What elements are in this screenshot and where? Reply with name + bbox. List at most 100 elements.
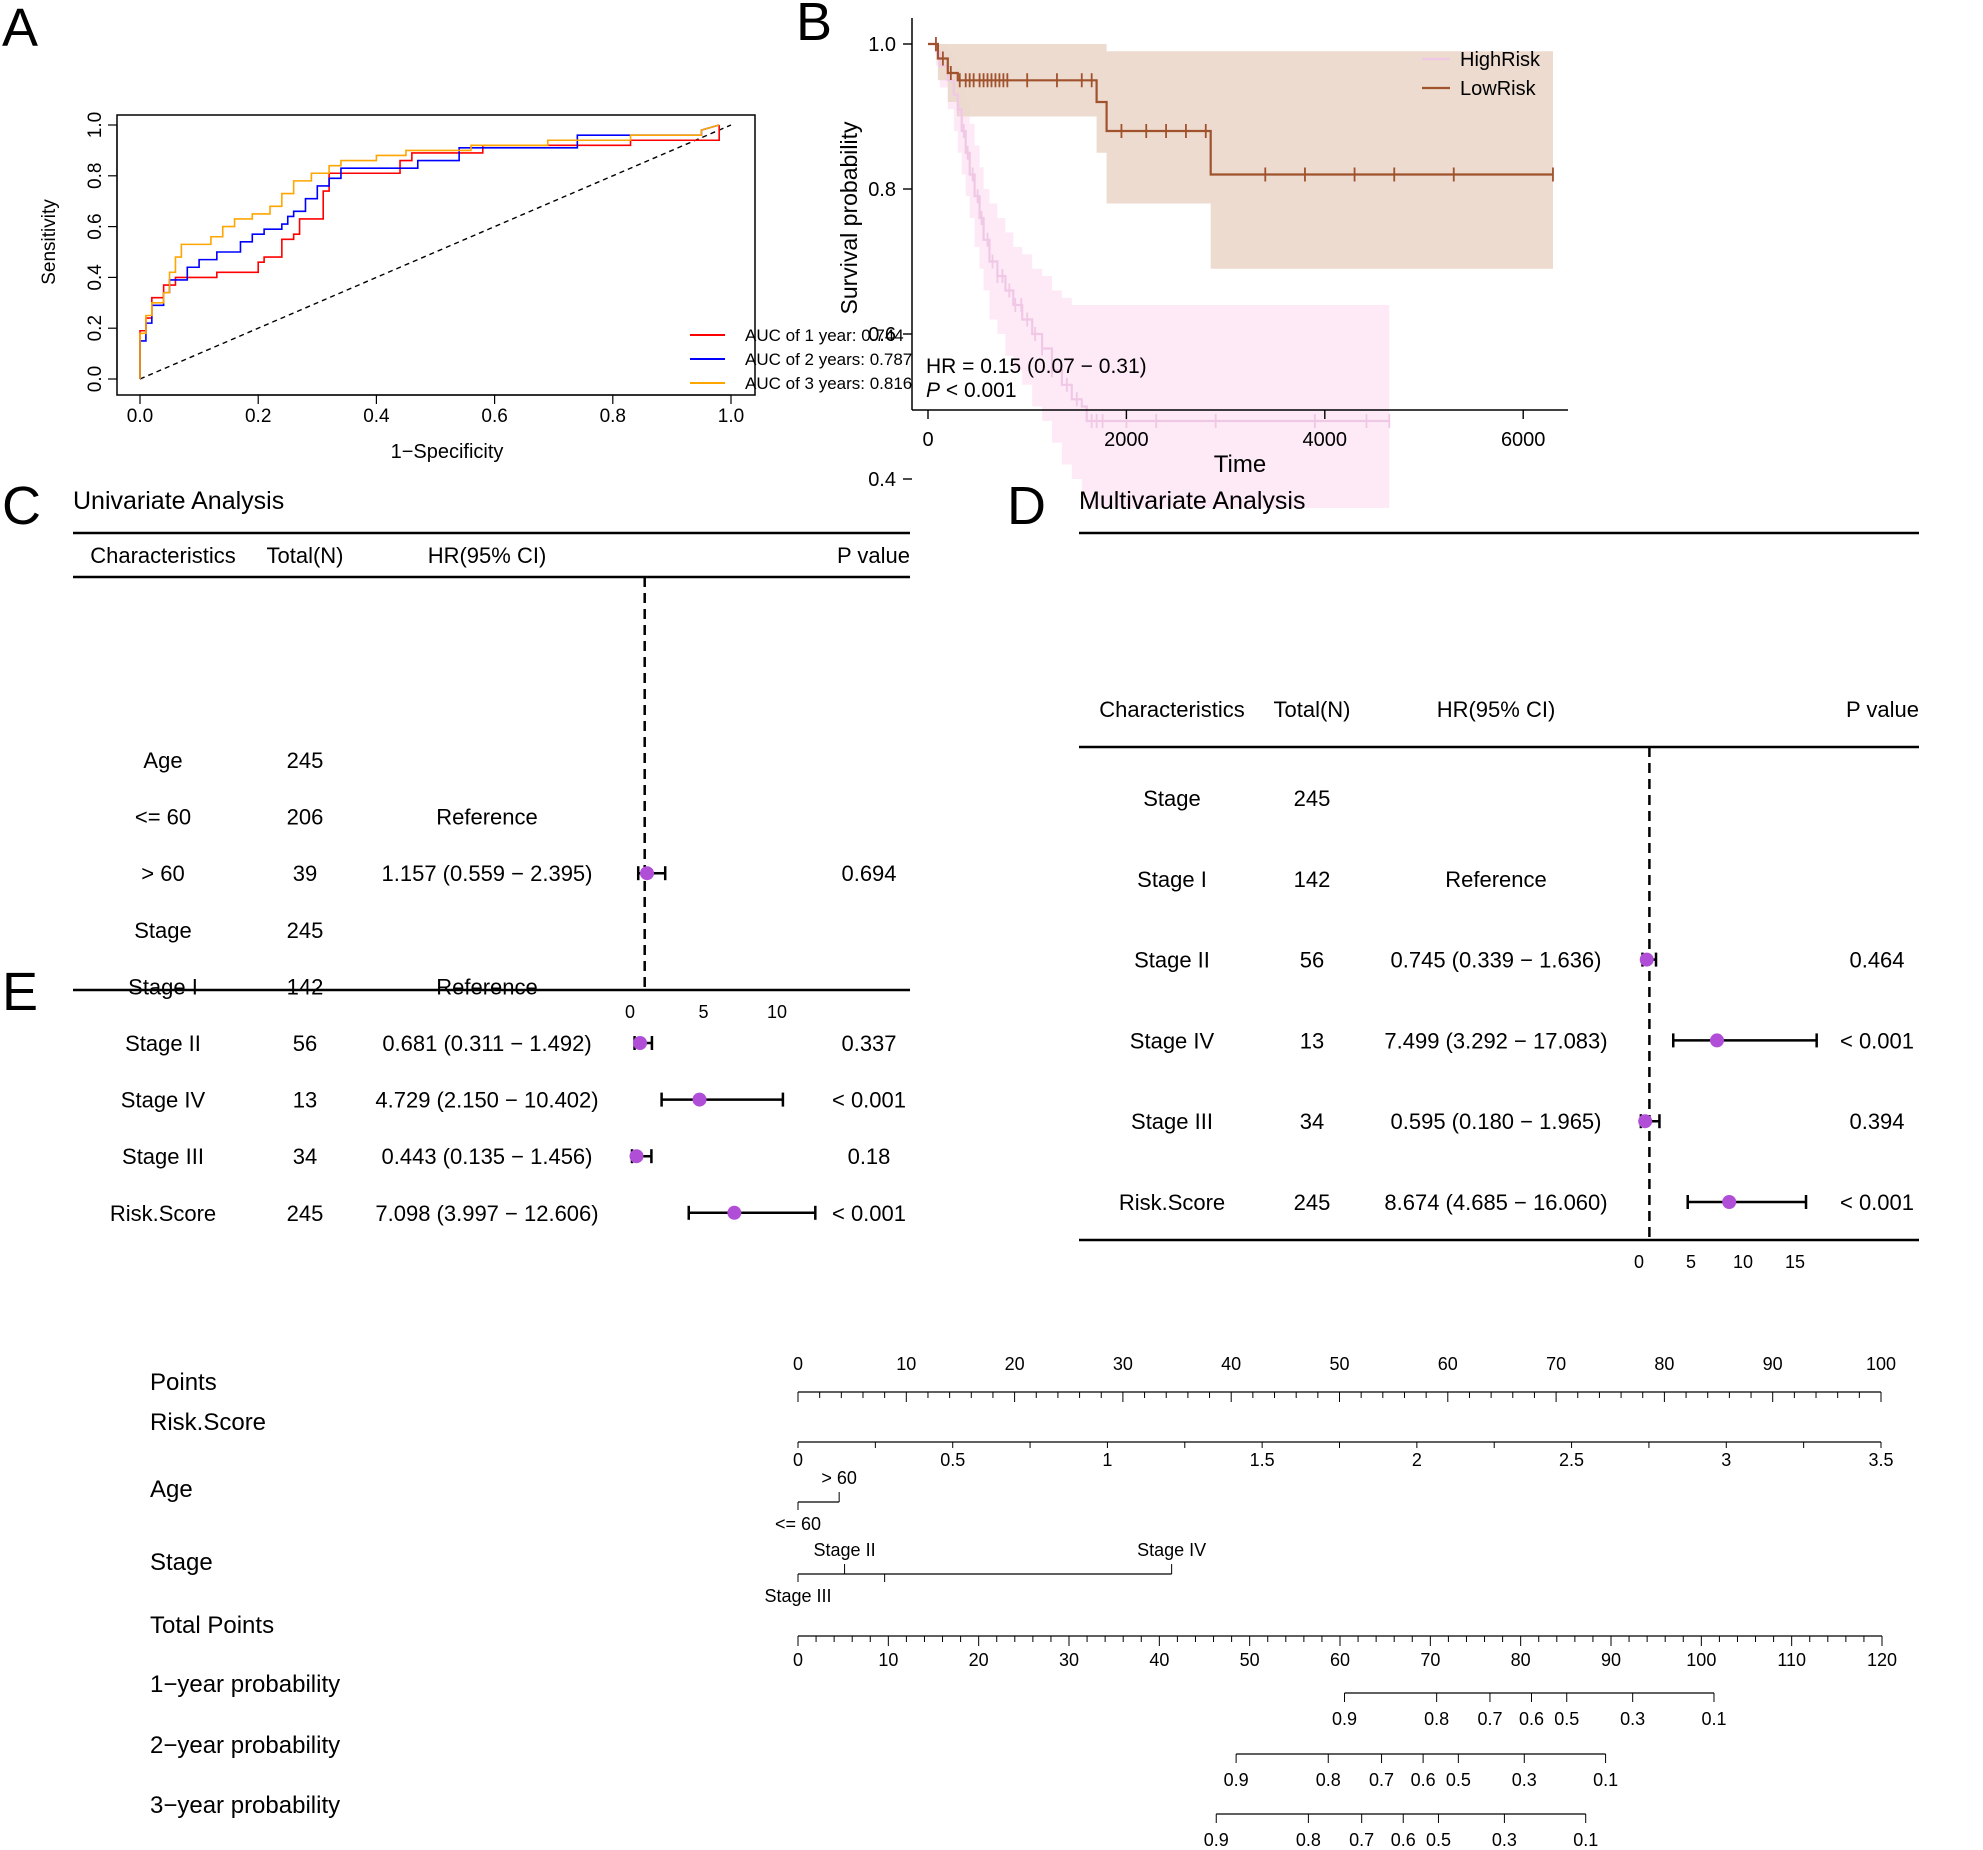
forest-row-total: 245 — [287, 1201, 324, 1226]
forest-row-total: 39 — [293, 861, 317, 886]
nomogram-level-label: > 60 — [821, 1468, 857, 1488]
forest-row-total: 13 — [1300, 1028, 1324, 1053]
forest-row-total: 245 — [1294, 786, 1331, 811]
forest-point — [640, 866, 655, 881]
km-panel: B 0 2000 4000 6000 0.4 0.6 0.8 1.0 Time Surviv… — [796, 0, 1568, 508]
nomogram-prob-tick-label: 0.3 — [1620, 1709, 1645, 1729]
forest-row-total: 34 — [293, 1144, 317, 1169]
nomogram-points-tick-label: 50 — [1329, 1354, 1349, 1374]
nomogram-riskscore-tick-label: 1 — [1102, 1450, 1112, 1470]
forest-row-p: 0.18 — [848, 1144, 891, 1169]
nomogram-prob-tick-label: 0.7 — [1349, 1830, 1374, 1850]
forest-row-p: 0.464 — [1849, 948, 1904, 973]
forest-header-3: P value — [1846, 697, 1919, 722]
forest-row-name: Stage IV — [121, 1088, 206, 1113]
forest-point — [1638, 1114, 1653, 1129]
nomogram-points-tick-label: 30 — [1113, 1354, 1133, 1374]
roc-curve-2 — [139, 124, 720, 379]
nomogram-prob-tick-label: 0.7 — [1477, 1709, 1502, 1729]
km-x-tick-label: 2000 — [1104, 429, 1149, 451]
km-x-tick-label: 0 — [922, 429, 933, 451]
nomogram-total-tick-label: 30 — [1059, 1650, 1079, 1670]
forest-header-2: HR(95% CI) — [428, 543, 547, 568]
forest-row-hr: Reference — [1445, 867, 1547, 892]
nomogram-points-tick-label: 90 — [1763, 1354, 1783, 1374]
forest-x-tick-label: 5 — [1686, 1252, 1696, 1272]
nomogram-row-label: Risk.Score — [150, 1409, 266, 1436]
roc-x-tick-label: 0.2 — [245, 406, 271, 427]
forest-row-name: Stage II — [125, 1031, 201, 1056]
km-y-tick-label: 1.0 — [868, 34, 896, 56]
nomogram-riskscore-tick-label: 2 — [1412, 1450, 1422, 1470]
forest-x-tick-label: 10 — [767, 1002, 787, 1022]
forest-row-name: Stage — [134, 918, 192, 943]
forest-row-p: 0.337 — [841, 1031, 896, 1056]
forest-row-p: < 0.001 — [1840, 1028, 1914, 1053]
nomogram-prob-tick-label: 0.6 — [1411, 1770, 1436, 1790]
forest-row-hr: Reference — [436, 805, 538, 830]
nomogram-riskscore-tick-label: 0.5 — [940, 1450, 965, 1470]
forest-row-name: Stage I — [128, 974, 198, 999]
nomogram-total-tick-label: 50 — [1240, 1650, 1260, 1670]
nomogram-total-tick-label: 110 — [1777, 1650, 1806, 1670]
forest-header-1: Total(N) — [266, 543, 343, 568]
forest-row-hr: 7.098 (3.997 − 12.606) — [375, 1201, 598, 1226]
forest-row-p: 0.694 — [841, 861, 896, 886]
forest-row-p: < 0.001 — [832, 1088, 906, 1113]
nomogram-total-tick-label: 100 — [1686, 1650, 1716, 1670]
roc-plot-frame — [116, 114, 756, 396]
nomogram-riskscore-tick-label: 3 — [1721, 1450, 1731, 1470]
nomogram-prob-tick-label: 0.9 — [1224, 1770, 1249, 1790]
forest-title: Multivariate Analysis — [1079, 487, 1305, 515]
forest-row-name: Age — [143, 748, 182, 773]
km-p-annotation: P < 0.001 — [926, 379, 1017, 402]
roc-y-tick-label: 0.6 — [85, 213, 106, 239]
nomogram-points-tick-label: 20 — [1005, 1354, 1025, 1374]
forest-point — [633, 1036, 648, 1050]
forest-row-total: 13 — [293, 1088, 317, 1113]
roc-panel: A 0.0 0.2 0.4 0.6 0.8 1.0 0.00.20.40.60.81.0 … — [2, 0, 912, 463]
panel-label-a: A — [2, 0, 38, 58]
nomogram-prob-tick-label: 0.3 — [1492, 1830, 1517, 1850]
km-confidence-band-highrisk — [928, 44, 1390, 508]
forest-row-name: Stage II — [1134, 948, 1210, 973]
forest-row-hr: 0.745 (0.339 − 1.636) — [1391, 948, 1602, 973]
roc-x-tick-label: 0.8 — [600, 406, 626, 427]
nomogram-riskscore-tick-label: 0 — [793, 1450, 803, 1470]
multivariate-forest-panel: D Multivariate Analysis Characteristics Tot… — [1007, 476, 1919, 1272]
nomogram-level-label: Stage II — [814, 1540, 876, 1560]
forest-row-total: 56 — [293, 1031, 317, 1056]
km-legend-label: HighRisk — [1460, 49, 1541, 71]
km-curve-highrisk — [928, 42, 1390, 423]
nomogram-level-label: Stage IV — [1137, 1540, 1206, 1560]
forest-row-name: Stage III — [1131, 1109, 1213, 1134]
forest-point — [1639, 952, 1654, 967]
roc-x-tick-label: 0.6 — [481, 406, 507, 427]
forest-row-p: < 0.001 — [832, 1201, 906, 1226]
roc-ylabel: Sensitivity — [39, 199, 60, 285]
roc-x-tick-label: 1.0 — [718, 406, 744, 427]
forest-row-name: <= 60 — [135, 805, 191, 830]
nomogram-points-tick-label: 40 — [1221, 1354, 1241, 1374]
forest-x-tick-label: 15 — [1785, 1252, 1805, 1272]
forest-x-tick-label: 0 — [625, 1002, 635, 1022]
nomogram-row-label: Total Points — [150, 1612, 274, 1639]
forest-row-name: Risk.Score — [1119, 1190, 1225, 1215]
forest-point — [1722, 1195, 1737, 1209]
forest-row-name: Stage I — [1137, 867, 1207, 892]
nomogram-prob-tick-label: 0.6 — [1391, 1830, 1416, 1850]
forest-row-total: 245 — [287, 918, 324, 943]
nomogram-total-tick-label: 10 — [878, 1650, 898, 1670]
nomogram-prob-tick-label: 0.8 — [1316, 1770, 1341, 1790]
nomogram-points-tick-label: 80 — [1654, 1354, 1674, 1374]
nomogram-prob-tick-label: 0.8 — [1424, 1709, 1449, 1729]
nomogram-points-tick-label: 10 — [896, 1354, 916, 1374]
roc-legend-label: AUC of 2 years: 0.787 — [745, 350, 912, 369]
forest-row-hr: 4.729 (2.150 − 10.402) — [375, 1088, 598, 1113]
roc-y-tick-label: 0.4 — [85, 264, 106, 291]
nomogram-total-tick-label: 60 — [1330, 1650, 1350, 1670]
roc-y-tick-label: 1.0 — [85, 112, 106, 138]
km-y-tick-label: 0.6 — [868, 324, 896, 346]
km-hr-annotation: HR = 0.15 (0.07 − 0.31) — [926, 355, 1147, 378]
